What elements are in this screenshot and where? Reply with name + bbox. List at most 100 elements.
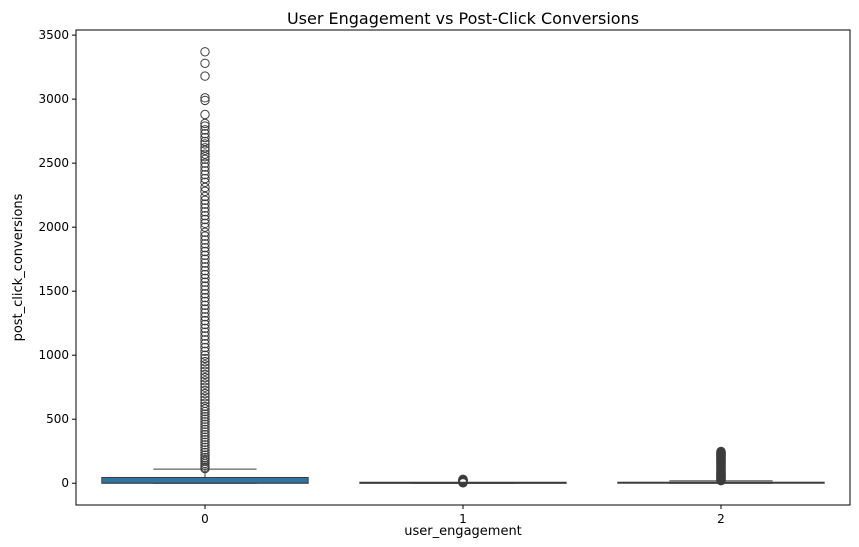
outlier-point <box>200 203 210 213</box>
y-axis-label: post_click_conversions <box>11 193 26 341</box>
outlier-point <box>200 463 210 474</box>
outlier-point <box>200 414 210 424</box>
x-axis-label: user_engagement <box>404 524 522 539</box>
outlier-point <box>200 242 210 253</box>
outlier-point <box>200 308 210 318</box>
outlier-point <box>200 231 210 241</box>
outlier-point <box>200 401 210 412</box>
outlier-point <box>200 289 210 299</box>
outlier-point <box>200 152 210 162</box>
x-tick-label: 2 <box>717 512 725 526</box>
outlier-point <box>200 422 210 432</box>
outlier-point <box>200 136 210 147</box>
outlier-point <box>200 300 210 310</box>
outlier-point <box>200 227 210 237</box>
y-tick-label: 2500 <box>38 156 69 170</box>
outlier-point <box>200 437 210 447</box>
outlier-point <box>200 312 210 322</box>
outlier-point <box>200 304 210 314</box>
outlier-point <box>200 440 210 450</box>
outlier-point <box>200 71 210 81</box>
outlier-point <box>200 47 210 57</box>
outlier-point <box>200 338 210 349</box>
y-tick-label: 3500 <box>38 28 69 42</box>
x-tick-label: 0 <box>201 512 209 526</box>
outlier-point <box>200 382 210 392</box>
outlier-point <box>200 406 210 417</box>
outlier-point <box>200 210 210 221</box>
outlier-point <box>200 258 210 268</box>
outlier-point <box>200 319 210 330</box>
outlier-point <box>200 392 210 402</box>
outlier-point <box>200 350 210 360</box>
outlier-point <box>458 474 468 484</box>
outlier-point <box>200 149 210 159</box>
outlier-point <box>200 388 210 399</box>
outlier-point <box>200 166 210 176</box>
y-axis: 0 500 1000 1500 2000 2500 3000 3500 <box>38 28 76 490</box>
outlier-point <box>200 411 210 422</box>
y-tick-label: 1500 <box>38 284 69 298</box>
outlier-point <box>200 273 210 284</box>
outlier-point <box>200 385 210 396</box>
outlier-point <box>200 145 210 156</box>
outlier-point <box>200 269 210 280</box>
outlier-point <box>200 285 210 295</box>
outlier-point <box>200 419 210 430</box>
outlier-point <box>200 445 210 455</box>
outlier-point <box>200 58 210 68</box>
outlier-point <box>200 331 210 341</box>
outlier-point <box>200 158 210 168</box>
outlier-point <box>200 346 210 357</box>
outlier-point <box>200 327 210 337</box>
outlier-point <box>200 366 210 376</box>
outlier-point <box>200 435 210 445</box>
outlier-point <box>200 121 210 131</box>
outlier-point <box>200 246 210 257</box>
outlier-point <box>200 109 210 120</box>
box-group-0 <box>101 468 309 484</box>
outlier-point <box>200 360 210 370</box>
outlier-point <box>200 369 210 380</box>
plot-area <box>75 29 851 506</box>
outlier-point <box>200 118 210 129</box>
outlier-point <box>200 379 210 389</box>
outlier-point <box>200 191 210 202</box>
x-tick-label: 1 <box>459 512 467 526</box>
outlier-point <box>200 186 210 197</box>
outlier-point <box>200 169 210 180</box>
outlier-point <box>716 446 726 457</box>
outlier-point <box>200 139 210 149</box>
outlier-point <box>200 262 210 272</box>
outlier-point <box>200 427 210 437</box>
outlier-point <box>200 129 210 139</box>
outlier-point <box>200 173 210 184</box>
outlier-point <box>200 315 210 326</box>
outlier-point <box>200 254 210 264</box>
outlier-point <box>200 250 210 261</box>
box-iqr <box>101 476 309 484</box>
y-tick-label: 2000 <box>38 220 69 234</box>
outlier-point <box>200 323 210 334</box>
outlier-point <box>200 356 210 367</box>
outlier-point <box>200 292 210 303</box>
y-tick-label: 3000 <box>38 92 69 106</box>
outlier-point <box>200 222 210 232</box>
outlier-point <box>200 218 210 229</box>
outlier-point <box>200 372 210 383</box>
outlier-point <box>200 442 210 453</box>
outlier-point <box>200 353 210 364</box>
outlier-point <box>200 235 210 245</box>
y-tick-label: 500 <box>46 412 69 426</box>
outlier-point <box>200 195 210 205</box>
outlier-point <box>200 277 210 287</box>
outlier-point <box>200 143 210 153</box>
outlier-point <box>200 417 210 427</box>
outlier-point <box>200 296 210 307</box>
outlier-point <box>200 154 210 165</box>
y-tick-label: 1000 <box>38 348 69 362</box>
outlier-point <box>200 424 210 435</box>
outlier-point <box>200 429 210 440</box>
outlier-point <box>200 266 210 276</box>
outlier-point <box>200 132 210 143</box>
